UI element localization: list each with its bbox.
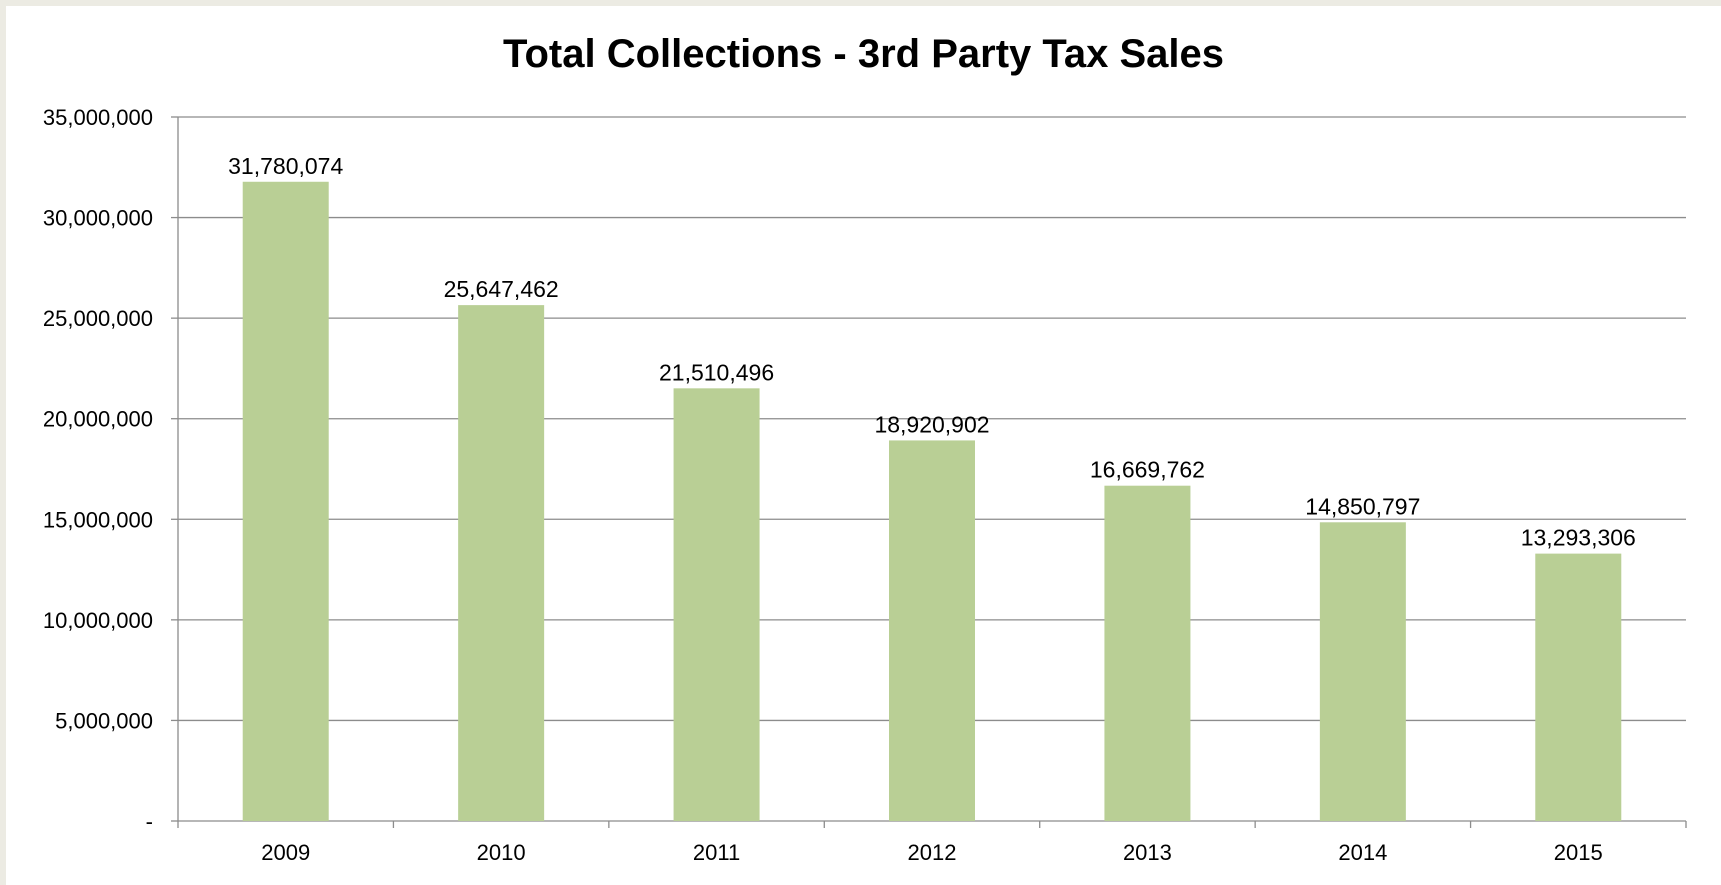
bar-chart: - 5,000,000 10,000,000 15,000,000 20,000,000… [43,105,1687,865]
bar [1104,485,1191,821]
bar [889,440,975,821]
bar [1535,553,1622,821]
bar [242,181,329,822]
bar [458,305,545,821]
bar [673,388,760,821]
x-tick-label: 2010 [477,840,526,865]
y-tick-label: 10,000,000 [43,608,153,633]
x-tick-label: 2011 [693,840,740,865]
x-tick-label: 2009 [261,840,310,865]
y-tick-label: 35,000,000 [43,105,153,130]
data-label: 18,920,902 [874,411,989,437]
y-tick-label: 15,000,000 [43,507,153,532]
data-label: 14,850,797 [1305,493,1420,519]
y-tick-label: 25,000,000 [43,306,153,331]
data-label: 25,647,462 [444,276,559,302]
bar [1319,522,1406,821]
data-label: 21,510,496 [659,359,774,385]
data-label: 13,293,306 [1521,525,1636,551]
x-tick-label: 2013 [1123,840,1172,865]
x-tick-label: 2015 [1554,840,1603,865]
y-tick-label: 20,000,000 [43,407,153,432]
data-label: 16,669,762 [1090,457,1205,483]
y-tick-label: 30,000,000 [43,206,153,231]
y-tick-label: 5,000,000 [55,708,153,733]
chart-title: Total Collections - 3rd Party Tax Sales [503,32,1224,76]
x-tick-label: 2014 [1338,840,1387,865]
x-tick-label: 2012 [908,840,957,865]
chart-container: Total Collections - 3rd Party Tax Sales … [6,6,1721,885]
data-label: 31,780,074 [228,153,343,179]
y-tick-label: - [146,809,153,834]
